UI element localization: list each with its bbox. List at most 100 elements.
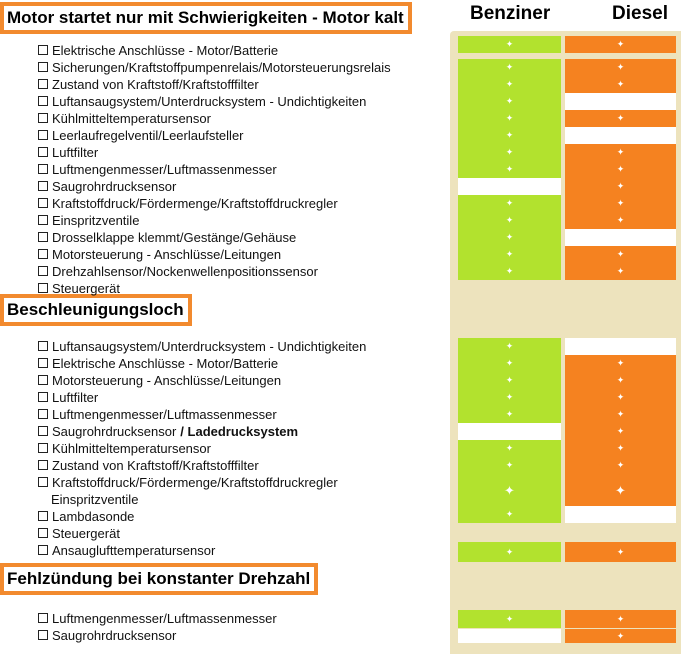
checklist-item-label: Motorsteuerung - Anschlüsse/Leitungen [52,247,282,262]
star-icon: ✦ [616,266,625,276]
diesel-cell: ✦ [565,195,676,212]
star-icon: ✦ [616,79,625,89]
checkbox[interactable] [38,232,48,242]
checkbox[interactable] [38,358,48,368]
checklist-item-label: Luftmengenmesser/Luftmassenmesser [52,611,277,626]
star-icon: ✦ [616,39,625,49]
checkbox[interactable] [38,511,48,521]
checkbox[interactable] [38,215,48,225]
checkbox[interactable] [38,79,48,89]
checkbox[interactable] [38,630,48,640]
checkbox[interactable] [38,477,48,487]
checkbox[interactable] [38,62,48,72]
star-icon: ✦ [504,482,515,498]
checklist-item-label: Saugrohrdrucksensor [52,424,177,439]
checkbox[interactable] [38,198,48,208]
diesel-cell: ✦ [565,76,676,93]
checkbox[interactable] [38,164,48,174]
checklist-item: Lambdasonde [38,508,134,525]
star-icon: ✦ [505,62,514,72]
diesel-cell: ✦ [565,542,676,562]
benziner-cell: ✦ [458,36,561,53]
checklist-item: Saugrohrdrucksensor / Ladedrucksystem [38,423,298,440]
star-icon: ✦ [505,509,514,519]
checkbox[interactable] [38,375,48,385]
checklist-item-label: Luftansaugsystem/Unterdrucksystem - Undi… [52,339,367,354]
diesel-cell: ✦ [565,355,676,372]
diesel-cell: ✦ [565,457,676,474]
diesel-cell [565,93,676,110]
star-icon: ✦ [505,39,514,49]
checklist-item-label: Saugrohrdrucksensor [52,628,177,643]
checkbox[interactable] [38,426,48,436]
checkbox[interactable] [38,443,48,453]
checklist-item: Luftmengenmesser/Luftmassenmesser [38,406,277,423]
star-icon: ✦ [616,613,625,624]
checklist-item-label: Elektrische Anschlüsse - Motor/Batterie [52,43,279,58]
benziner-cell: ✦ [458,372,561,389]
benziner-cell: ✦ [458,229,561,246]
checkbox[interactable] [38,409,48,419]
checkbox[interactable] [38,460,48,470]
star-icon: ✦ [616,164,625,174]
checklist-item: Kühlmitteltemperatursensor [38,440,211,457]
checklist-item: Luftmengenmesser/Luftmassenmesser [38,161,277,178]
checkbox[interactable] [38,341,48,351]
star-icon: ✦ [615,482,626,498]
checklist-item: Ansauglufttemperatursensor [38,542,215,559]
star-icon: ✦ [505,79,514,89]
benziner-cell: ✦ [458,246,561,263]
checkbox[interactable] [38,45,48,55]
benziner-cell: ✦ [458,338,561,355]
checklist-item-label: Kühlmitteltemperatursensor [52,441,211,456]
benziner-cell: ✦ [458,59,561,76]
diesel-cell: ✦ [565,263,676,280]
checkbox[interactable] [38,181,48,191]
checklist-item: Luftmengenmesser/Luftmassenmesser [38,610,277,627]
star-icon: ✦ [616,460,625,470]
checklist-item: Saugrohrdrucksensor [38,178,176,195]
checklist-item-label: Steuergerät [52,281,120,296]
benziner-cell: ✦ [458,127,561,144]
diesel-cell: ✦ [565,110,676,127]
star-icon: ✦ [616,62,625,72]
star-icon: ✦ [505,613,514,624]
checkbox[interactable] [38,130,48,140]
star-icon: ✦ [616,358,625,368]
star-icon: ✦ [505,198,514,208]
star-icon: ✦ [505,113,514,123]
star-icon: ✦ [616,426,625,436]
benziner-cell: ✦ [458,110,561,127]
checkbox[interactable] [38,392,48,402]
benziner-cell: ✦ [458,263,561,280]
diesel-cell: ✦ [565,610,676,628]
checkbox[interactable] [38,113,48,123]
checkbox[interactable] [38,283,48,293]
checklist-item: Elektrische Anschlüsse - Motor/Batterie [38,42,278,59]
star-icon: ✦ [505,460,514,470]
checklist-item: Zustand von Kraftstoff/Kraftstofffilter [38,457,259,474]
benziner-cell: ✦ [458,474,561,506]
star-icon: ✦ [616,375,625,385]
star-icon: ✦ [505,546,514,557]
benziner-cell: ✦ [458,406,561,423]
benziner-cell: ✦ [458,440,561,457]
checklist-item-label: Leerlaufregelventil/Leerlaufsteller [52,128,244,143]
checklist-item-label: Kraftstoffdruck/Fördermenge/Kraftstoffdr… [52,196,338,211]
checkbox[interactable] [38,249,48,259]
checkbox[interactable] [38,613,48,623]
diesel-cell: ✦ [565,440,676,457]
checklist-item: Motorsteuerung - Anschlüsse/Leitungen [38,372,281,389]
checkbox[interactable] [38,545,48,555]
checkbox[interactable] [38,528,48,538]
benziner-cell: ✦ [458,389,561,406]
checkbox[interactable] [38,266,48,276]
checkbox[interactable] [38,147,48,157]
benziner-cell: ✦ [458,93,561,110]
benziner-cell: ✦ [458,161,561,178]
checkbox[interactable] [38,96,48,106]
star-icon: ✦ [616,443,625,453]
checklist-item: Motorsteuerung - Anschlüsse/Leitungen [38,246,281,263]
star-icon: ✦ [616,249,625,259]
diesel-cell: ✦ [565,423,676,440]
